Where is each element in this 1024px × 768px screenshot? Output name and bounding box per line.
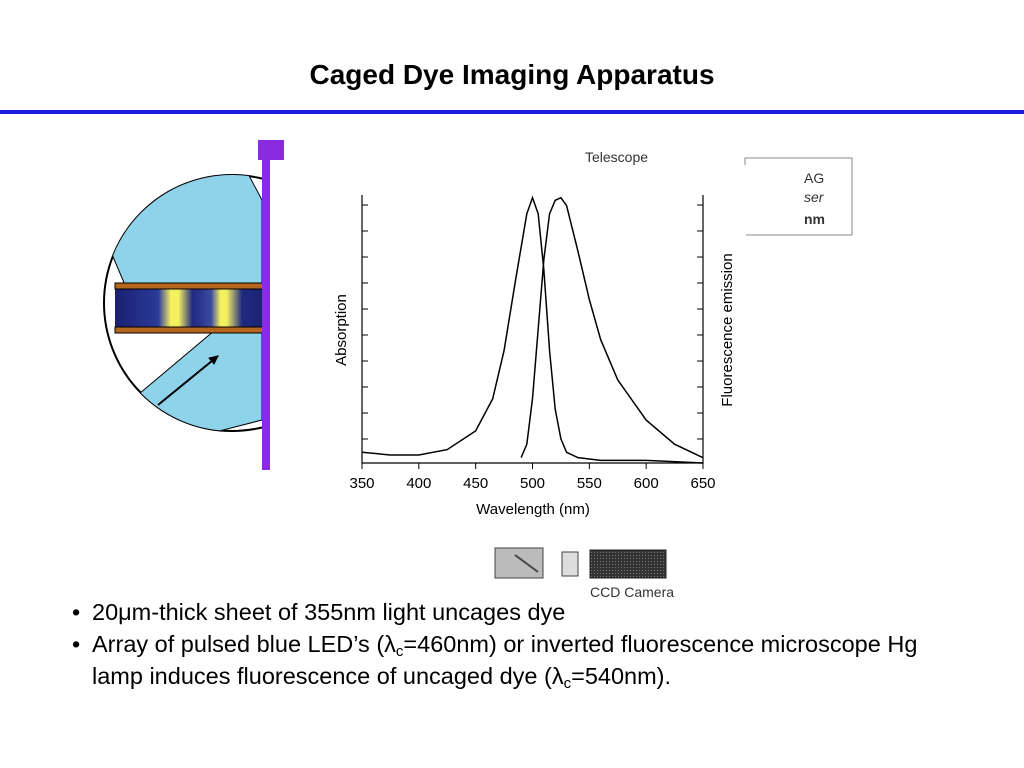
bullet-text: Array of pulsed blue LED’s (λ xyxy=(92,631,396,657)
laser-label: AG xyxy=(804,170,824,186)
bullet-text: =540nm). xyxy=(571,663,672,689)
y-axis-title: Absorption xyxy=(333,294,350,366)
y-tick-marks xyxy=(362,204,703,440)
x-tick-label: 600 xyxy=(634,475,659,492)
bullet-text: 20μm-thick sheet of 355nm light uncages … xyxy=(92,599,566,625)
slide-title: Caged Dye Imaging Apparatus xyxy=(309,59,714,90)
bullet: Array of pulsed blue LED’s (λc=460nm) or… xyxy=(72,628,932,692)
x-tick-label: 400 xyxy=(406,475,431,492)
spectrum-line xyxy=(361,195,704,464)
bullet-text: =460nm) or inverted fluorescence microsc… xyxy=(92,631,918,689)
subscript: c xyxy=(563,675,572,692)
spectrum-chart: Wavelength (nm) Absorption Fluorescence … xyxy=(333,195,736,518)
subscript: c xyxy=(395,643,404,660)
title-rule xyxy=(0,110,1024,114)
laser-label: ser xyxy=(804,189,825,205)
x-tick-label: 650 xyxy=(690,475,715,492)
telescope-label: Telescope xyxy=(585,149,648,165)
x-axis-title: Wavelength (nm) xyxy=(476,501,590,518)
y2-axis-title: Fluorescence emission xyxy=(719,253,736,406)
apparatus-diagram: Telescope AG ser nm CCD Camera xyxy=(103,140,853,600)
x-tick-label: 550 xyxy=(577,475,602,492)
x-tick-label: 350 xyxy=(349,475,374,492)
bullet-list: 20μm-thick sheet of 355nm light uncages … xyxy=(72,596,932,692)
laser-label: nm xyxy=(804,211,825,227)
x-tick-label: 500 xyxy=(520,475,545,492)
spectrum-line xyxy=(520,196,704,459)
x-tick-label: 450 xyxy=(463,475,488,492)
bullet: 20μm-thick sheet of 355nm light uncages … xyxy=(72,596,932,628)
